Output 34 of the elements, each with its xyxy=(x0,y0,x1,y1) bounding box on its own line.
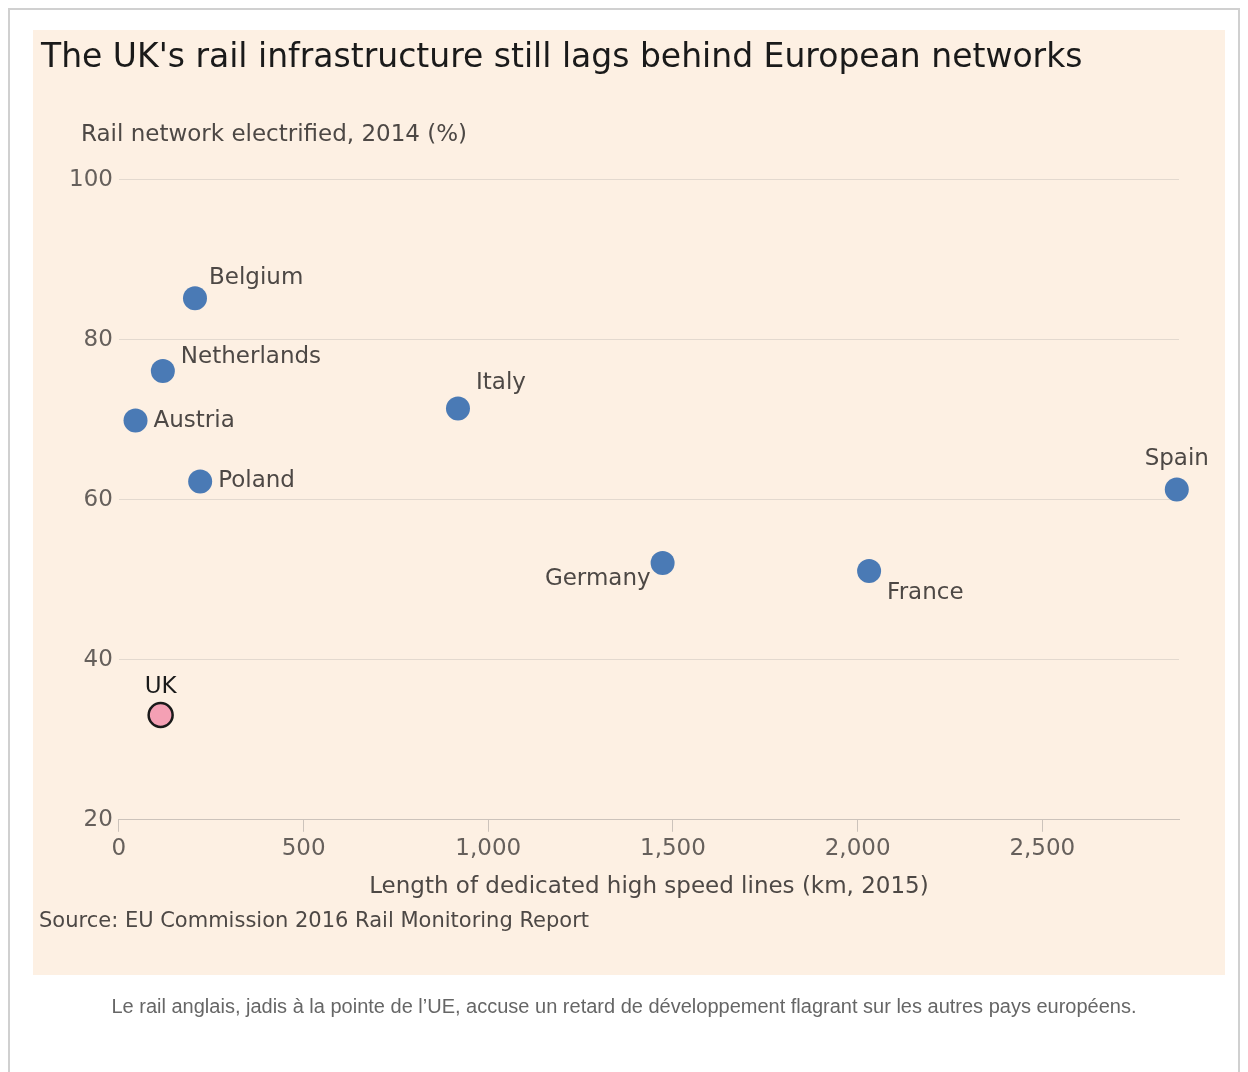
source-note: Source: EU Commission 2016 Rail Monitoring Report xyxy=(39,908,590,932)
x-tick-label: 0 xyxy=(111,833,127,860)
annotation: Spain xyxy=(1144,444,1209,471)
point xyxy=(188,469,213,494)
y-axis-title: Rail network electrified, 2014 (%) xyxy=(81,120,468,146)
annotation: Netherlands xyxy=(180,341,322,368)
x-tick-label: 2,000 xyxy=(824,833,891,860)
y-tick-label: 80 xyxy=(83,324,113,351)
point xyxy=(182,286,207,311)
x-tick-label: 2,500 xyxy=(1009,833,1076,860)
y-tick-label: 20 xyxy=(83,804,113,831)
annotation: Poland xyxy=(218,466,295,493)
point xyxy=(650,551,675,575)
point xyxy=(857,559,882,583)
annotation: Austria xyxy=(153,405,235,432)
point xyxy=(150,359,175,383)
chart-title: The UK's rail infrastructure still lags behind European networks xyxy=(41,36,1083,75)
annotation: UK xyxy=(144,671,178,698)
x-tick-label: 500 xyxy=(281,833,326,860)
point xyxy=(123,408,148,433)
annotation: Germany xyxy=(544,563,651,590)
x-tick-label: 1,500 xyxy=(640,833,706,860)
y-tick-label: 60 xyxy=(83,484,113,511)
annotation: Belgium xyxy=(208,263,304,290)
annotation: France xyxy=(887,577,964,604)
y-tick-label: 100 xyxy=(68,164,113,191)
annotation: Italy xyxy=(475,367,526,394)
y-tick-label: 40 xyxy=(83,644,113,671)
point xyxy=(1164,477,1189,502)
point xyxy=(147,701,174,729)
point xyxy=(445,396,470,421)
x-axis-title: Length of dedicated high speed lines (km, 2015) xyxy=(369,872,929,899)
x-tick-label: 1,000 xyxy=(455,833,522,860)
text: Le rail anglais, jadis à la pointe de l’UE, accuse un retard de développement flagrant sur les autres pays européens. xyxy=(110,994,1138,1019)
